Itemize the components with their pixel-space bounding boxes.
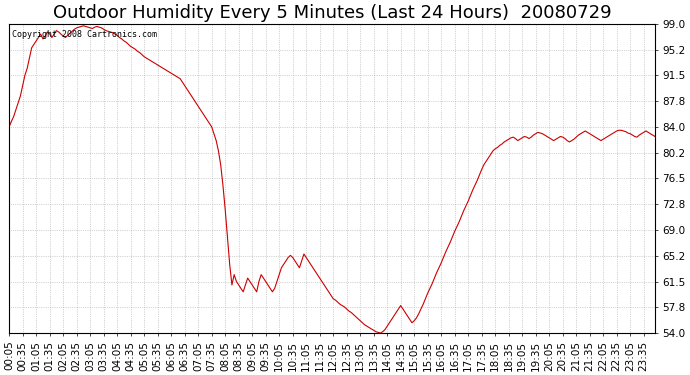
Title: Outdoor Humidity Every 5 Minutes (Last 24 Hours)  20080729: Outdoor Humidity Every 5 Minutes (Last 2… [52,4,611,22]
Text: Copyright 2008 Cartronics.com: Copyright 2008 Cartronics.com [12,30,157,39]
